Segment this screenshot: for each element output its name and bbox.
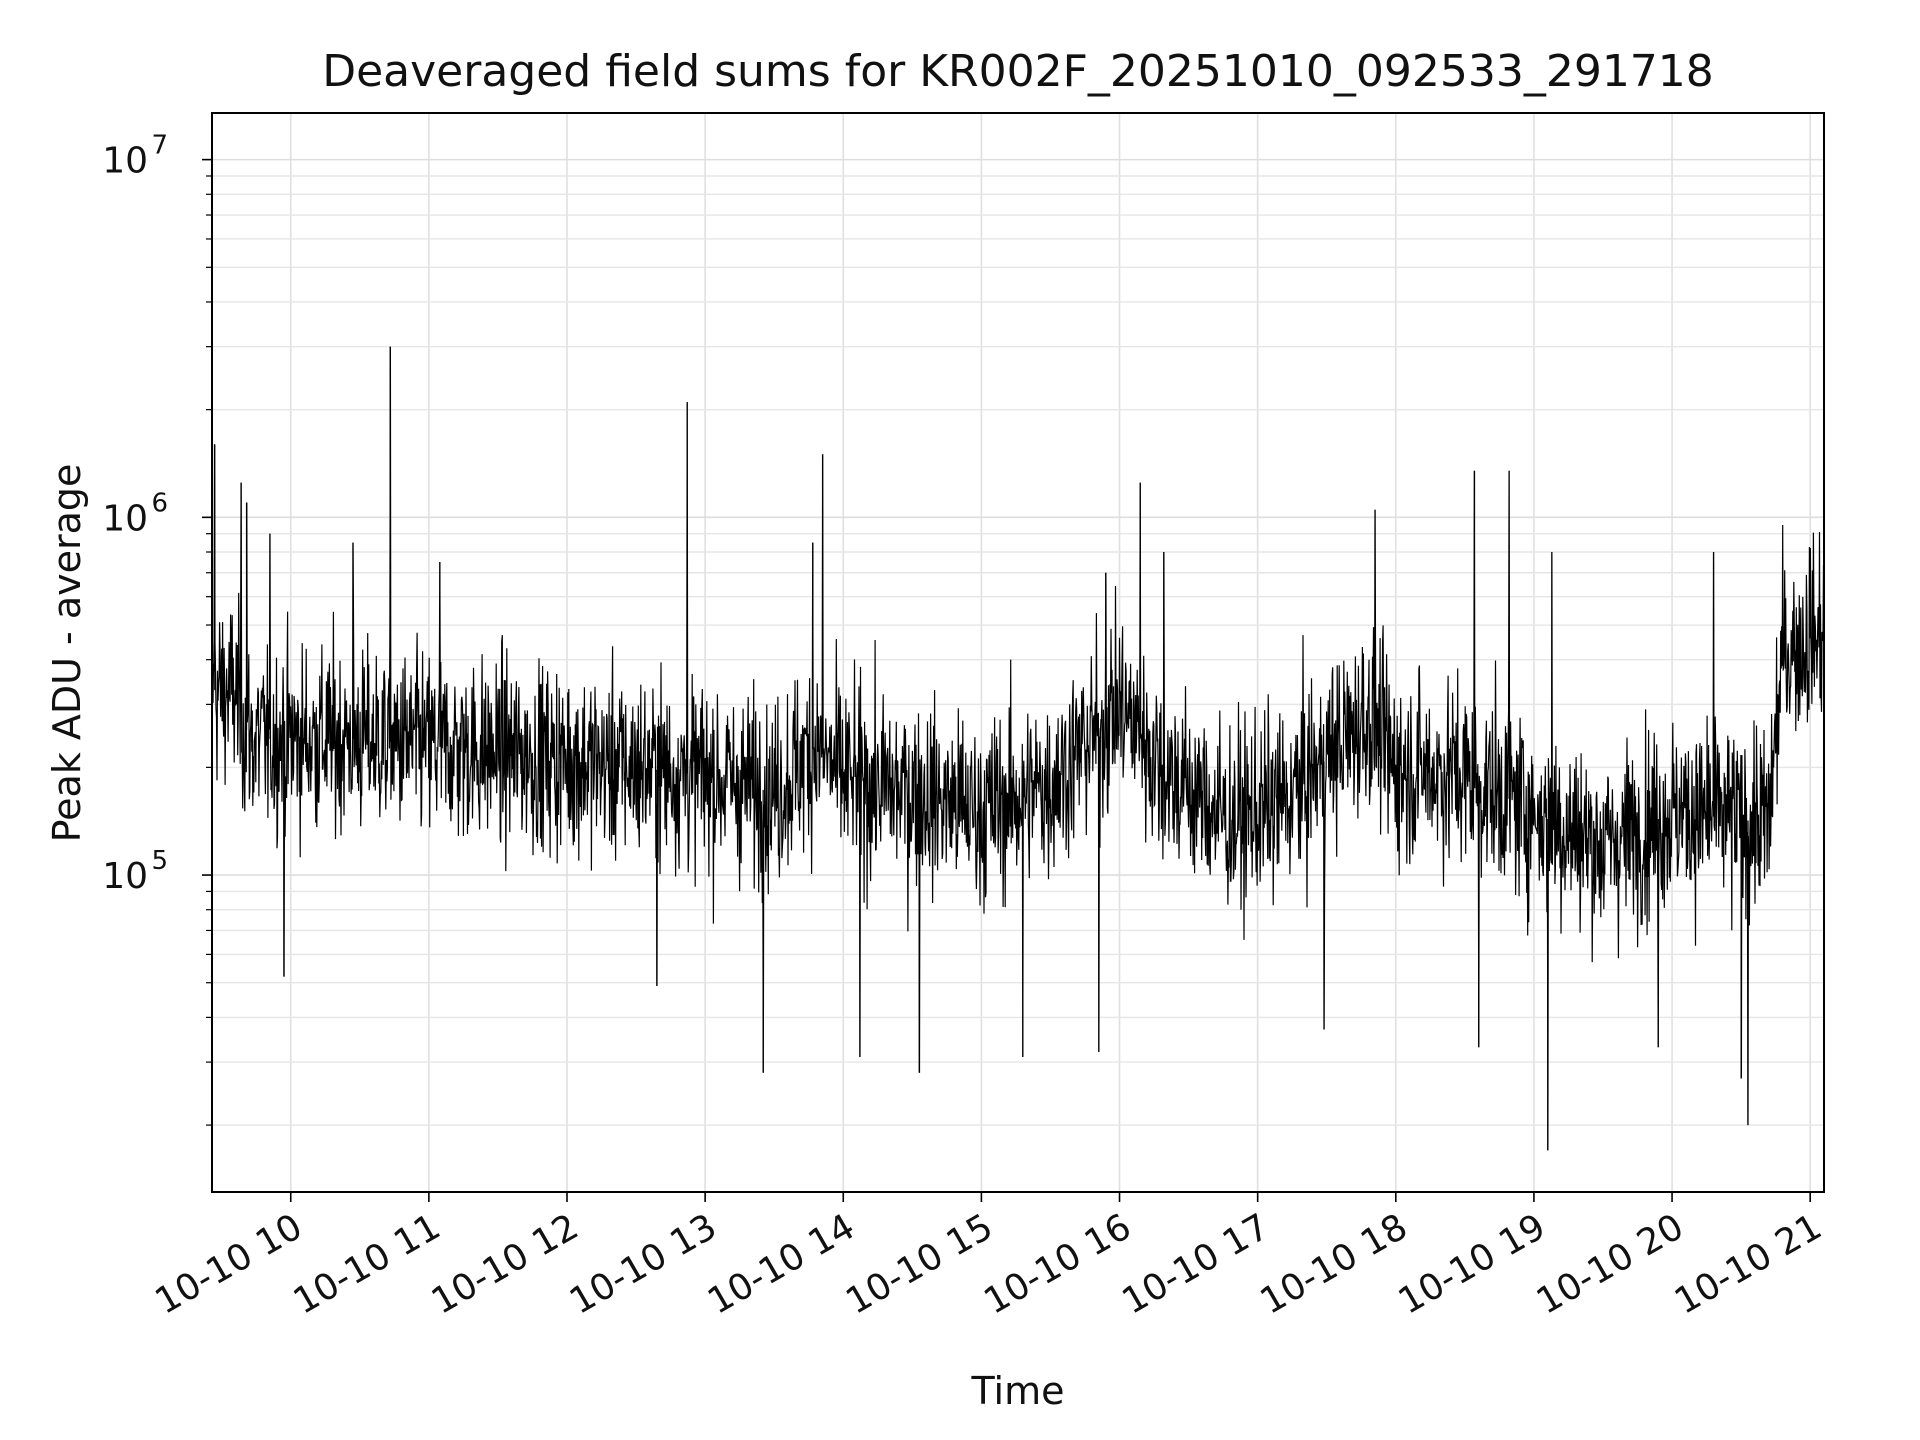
- x-axis-label: Time: [971, 1369, 1065, 1413]
- y-tick-base: 10: [102, 141, 148, 182]
- y-tick-base: 10: [102, 498, 148, 539]
- y-tick-exponent: 7: [151, 131, 168, 161]
- y-axis-label: Peak ADU - average: [45, 464, 89, 843]
- y-tick-label: 10 6: [102, 488, 168, 539]
- major-grid: [212, 113, 1824, 1192]
- chart-title: Deaveraged field sums for KR002F_2025101…: [322, 46, 1714, 97]
- series-line: [211, 346, 1825, 1151]
- minor-grid: [212, 175, 1824, 1126]
- y-tick-exponent: 6: [151, 488, 168, 518]
- y-tick-label: 10 7: [102, 131, 168, 182]
- y-tick-label: 10 5: [102, 846, 168, 897]
- y-tick-exponent: 5: [151, 846, 168, 876]
- y-tick-base: 10: [102, 856, 148, 897]
- plot-frame: [211, 112, 1825, 1193]
